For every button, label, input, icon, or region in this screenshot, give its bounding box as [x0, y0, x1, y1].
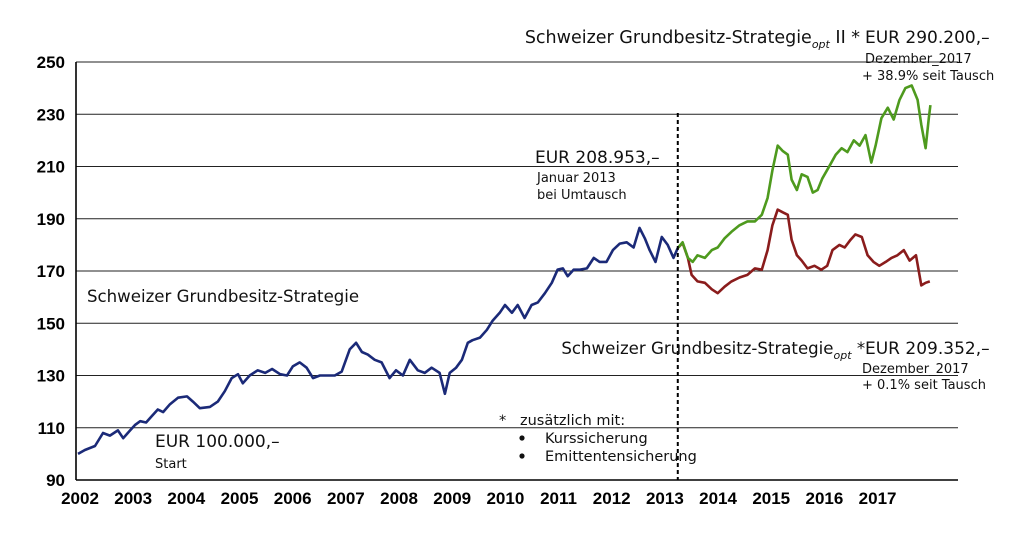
x-tick-label: 2015 [752, 489, 790, 508]
switch-note: bei Umtausch [537, 188, 627, 203]
series-label-opt-ii: Schweizer Grundbesitz-Strategieopt II * [497, 28, 877, 51]
x-tick-label: 2013 [646, 489, 684, 508]
series-line-grundbesitz-strategie-opt [676, 208, 931, 295]
x-tick-label: 2012 [593, 489, 631, 508]
x-tick-label: 2005 [221, 489, 259, 508]
footnote-item: Kurssicherung [545, 431, 648, 447]
series-label-opt-suffix: * [852, 339, 866, 358]
gridlines [76, 61, 958, 481]
y-tick-label: 210 [37, 158, 65, 177]
series-label-opt-ii-name: Schweizer Grundbesitz-Strategie [525, 28, 812, 48]
series-label-opt-ii-subscript: opt [812, 38, 831, 51]
y-tick-label: 190 [37, 210, 65, 229]
series-line-grundbesitz-strategie [77, 226, 679, 456]
start-value: EUR 100.000,– [155, 432, 280, 452]
y-axis-tick-labels: 90 110 130 150 170 190 210 230 250 [37, 53, 65, 490]
y-tick-label: 110 [38, 419, 65, 438]
series-label-opt: Schweizer Grundbesitz-Strategieopt * [535, 339, 881, 362]
end-change-opt-ii: + 38.9% seit Tausch [862, 69, 994, 84]
y-tick-label: 170 [37, 262, 65, 281]
x-tick-label: 2010 [486, 489, 524, 508]
end-value-opt: EUR 209.352,– [865, 339, 990, 359]
x-tick-label: 2014 [699, 489, 737, 508]
x-tick-label: 2011 [540, 489, 577, 508]
series-line-grundbesitz-strategie-opt-ii [676, 84, 932, 264]
start-note: Start [155, 457, 187, 472]
x-tick-label: 2009 [433, 489, 471, 508]
x-tick-label: 2016 [805, 489, 843, 508]
series-label-opt-subscript: opt [834, 349, 853, 362]
x-tick-label: 2002 [61, 489, 99, 508]
footnote-mark: * [499, 413, 506, 429]
x-tick-label: 2006 [274, 489, 312, 508]
switch-value: EUR 208.953,– [535, 148, 660, 168]
series-label-opt-name: Schweizer Grundbesitz-Strategie [561, 339, 833, 358]
x-tick-label: 2003 [114, 489, 152, 508]
end-value-opt-ii: EUR 290.200,– [865, 28, 990, 48]
end-date-opt: Dezember_2017 [862, 362, 969, 377]
footnote-item: Emittentensicherung [545, 449, 697, 465]
switch-date: Januar 2013 [536, 171, 616, 186]
x-axis-tick-labels: 2002 2003 2004 2005 2006 2007 2008 2009 2010 2011… [61, 489, 896, 508]
bullet-icon [519, 453, 525, 459]
series-label-opt-ii-suffix: II * [830, 28, 860, 48]
x-tick-label: 2007 [327, 489, 365, 508]
y-tick-label: 250 [37, 53, 65, 72]
bullet-icon [519, 435, 525, 441]
y-tick-label: 130 [37, 367, 65, 386]
x-tick-label: 2008 [380, 489, 418, 508]
y-tick-label: 90 [46, 471, 65, 490]
y-tick-label: 230 [37, 105, 65, 124]
footnote-text: zusätzlich mit: [520, 413, 625, 429]
x-tick-label: 2017 [859, 489, 897, 508]
series-label-grundbesitz-strategie: Schweizer Grundbesitz-Strategie [87, 287, 359, 306]
end-date-opt-ii: Dezember_2017 [865, 52, 972, 67]
end-change-opt: + 0.1% seit Tausch [862, 378, 986, 393]
y-tick-label: 150 [37, 314, 65, 333]
x-tick-label: 2004 [167, 489, 205, 508]
